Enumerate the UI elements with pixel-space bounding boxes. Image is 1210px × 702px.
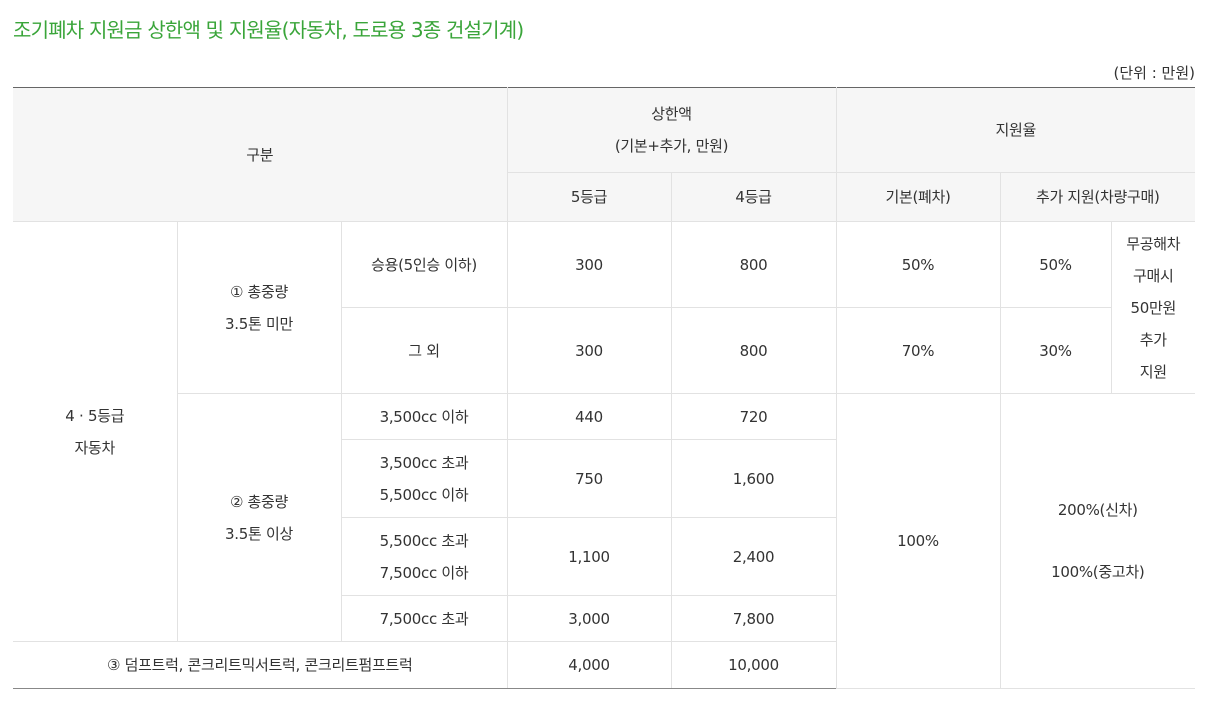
header-cap-note: (기본+추가, 만원) — [614, 137, 729, 155]
grade4-value: 7,800 — [670, 595, 836, 642]
table-row: 5,500cc 초과 7,500cc 이하 1,100 2,400 — [13, 517, 1195, 596]
table-row: ② 총중량 3.5톤 이상 3,500cc 이하 440 720 100% 20… — [13, 393, 1195, 689]
header-grade5: 5등급 — [507, 172, 672, 222]
note-line: 지원 — [1139, 362, 1167, 381]
sub2-line1: ② 총중량 — [229, 492, 289, 511]
grade5-value: 440 — [506, 393, 672, 440]
note-line: 무공해차 — [1126, 234, 1181, 253]
row-label: 3,500cc 초과 5,500cc 이하 — [341, 439, 508, 518]
extra-rate-used: 100%(중고차) — [1051, 563, 1145, 581]
header-category: 구분 — [13, 87, 508, 222]
table-row: ③ 덤프트럭, 콘크리트믹서트럭, 콘크리트펌프트럭 4,000 10,000 — [13, 641, 1195, 689]
header-basic: 기본(폐차) — [835, 172, 1001, 222]
group-line1: 4 · 5등급 — [65, 406, 125, 425]
row-label-line2: 5,500cc 이하 — [379, 485, 469, 504]
extra-rate-cell: 200%(신차) 100%(중고차) — [999, 393, 1195, 689]
row-label-line1: 3,500cc 초과 — [379, 453, 469, 472]
header-cap-label: 상한액 — [651, 105, 692, 123]
row-label-line1: 5,500cc 초과 — [379, 531, 469, 550]
row-label: 그 외 — [341, 307, 508, 394]
group-line2: 자동차 — [74, 438, 115, 457]
grade5-value: 300 — [506, 221, 672, 308]
row-label-line2: 7,500cc 이하 — [379, 563, 469, 582]
sub2-line2: 3.5톤 이상 — [225, 524, 293, 543]
extra-rate: 30% — [999, 307, 1111, 394]
table-row: 3,500cc 초과 5,500cc 이하 750 1,600 — [13, 439, 1195, 518]
row-label: 7,500cc 초과 — [341, 595, 508, 642]
row-label: ③ 덤프트럭, 콘크리트믹서트럭, 콘크리트펌프트럭 — [13, 641, 508, 689]
basic-rate: 100% — [835, 393, 1001, 689]
row-label: 3,500cc 이하 — [340, 393, 508, 440]
grade5-value: 300 — [506, 307, 672, 394]
sub1-line1: ① 총중량 — [229, 282, 289, 301]
grade4-value: 720 — [670, 393, 837, 440]
row-label: 승용(5인승 이하) — [340, 221, 508, 308]
grade4-value: 1,600 — [670, 439, 836, 518]
basic-rate: 50% — [835, 221, 1001, 308]
row-label: 5,500cc 초과 7,500cc 이하 — [341, 517, 508, 596]
zero-emission-note: 무공해차 구매시 50만원 추가 지원 — [1110, 221, 1195, 394]
note-line: 추가 — [1139, 330, 1167, 349]
note-line: 50만원 — [1130, 298, 1177, 317]
table-row: 7,500cc 초과 3,000 7,800 — [13, 595, 1195, 642]
sub2-cell: ② 총중량 3.5톤 이상 — [177, 393, 342, 642]
header-cap: 상한액 (기본+추가, 만원) — [506, 87, 837, 173]
note-line: 구매시 — [1132, 266, 1174, 285]
grade4-value: 800 — [670, 307, 837, 394]
extra-rate-new: 200%(신차) — [1057, 501, 1138, 519]
grade4-value: 800 — [670, 221, 837, 308]
sub1-line2: 3.5톤 미만 — [225, 314, 293, 333]
basic-rate: 70% — [835, 307, 1001, 394]
table-row: 4 · 5등급 자동차 ① 총중량 3.5톤 미만 승용(5인승 이하) 300… — [13, 221, 1195, 642]
page-title: 조기폐차 지원금 상한액 및 지원율(자동차, 도로용 3종 건설기계) — [13, 18, 524, 42]
sub1-cell: ① 총중량 3.5톤 미만 — [176, 221, 342, 394]
grade5-value: 1,100 — [506, 517, 672, 596]
grade5-value: 3,000 — [506, 595, 672, 642]
extra-rate: 50% — [999, 221, 1112, 308]
header-extra: 추가 지원(차량구매) — [999, 172, 1195, 222]
header-rate: 지원율 — [835, 87, 1195, 173]
grade4-value: 10,000 — [670, 641, 836, 689]
group-cell: 4 · 5등급 자동차 — [13, 221, 178, 642]
unit-label: (단위 : 만원) — [1113, 64, 1196, 82]
grade5-value: 750 — [506, 439, 672, 518]
subsidy-table: 구분 상한액 (기본+추가, 만원) 지원율 5등급 4등급 기본(폐차) 추가… — [13, 87, 1195, 689]
grade5-value: 4,000 — [506, 641, 672, 689]
header-grade4: 4등급 — [670, 172, 837, 222]
grade4-value: 2,400 — [670, 517, 836, 596]
